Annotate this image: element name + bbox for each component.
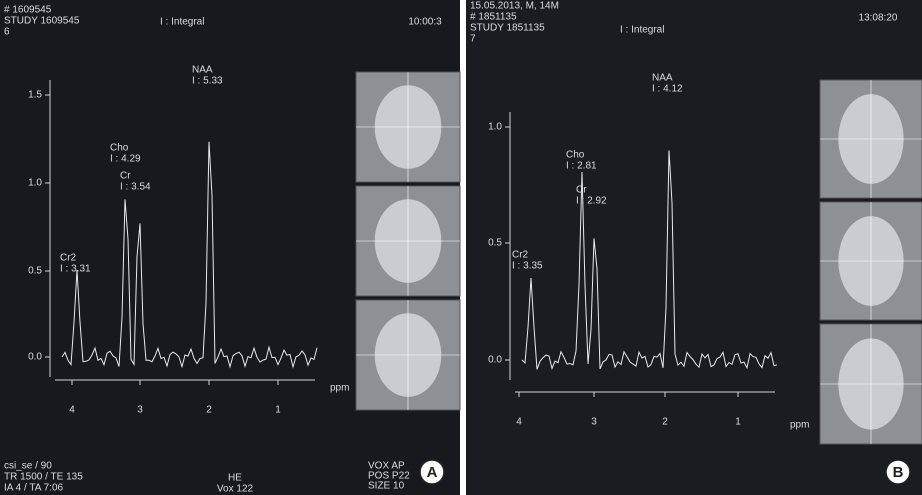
time-label: 13:08:20 xyxy=(859,13,898,24)
footer-right: SIZE 10 xyxy=(368,481,405,492)
peak-integral: I : 2.92 xyxy=(576,196,607,207)
y-tick-label: 0.0 xyxy=(488,355,502,366)
badge-letter: B xyxy=(893,464,904,481)
footer-center: Vox 122 xyxy=(217,484,254,495)
peak-name: Cr xyxy=(576,185,587,196)
y-tick-label: 0.5 xyxy=(488,238,502,249)
mode-label: I : Integral xyxy=(620,25,664,36)
footer-line: csi_se / 90 xyxy=(4,461,52,472)
header-line: STUDY 1851135 xyxy=(470,23,545,34)
badge-letter: A xyxy=(427,464,438,481)
peak-integral: I : 3.35 xyxy=(512,261,543,272)
x-unit: ppm xyxy=(790,420,809,431)
peak-integral: I : 4.29 xyxy=(110,154,141,165)
y-tick-label: 1.5 xyxy=(28,90,42,101)
header-line: 7 xyxy=(470,34,476,45)
peak-name: Cho xyxy=(566,150,585,161)
screenshot: # 1609545STUDY 16095456 I : Integral 10:00… xyxy=(0,0,922,495)
x-tick-label: 2 xyxy=(662,417,668,428)
peak-name: NAA xyxy=(652,73,673,84)
panel-badge: B xyxy=(886,460,910,484)
y-tick-label: 0.0 xyxy=(28,352,42,363)
x-unit: ppm xyxy=(330,383,349,394)
peak-integral: I : 5.33 xyxy=(192,76,223,87)
y-tick-label: 1.0 xyxy=(28,178,42,189)
peak-integral: I : 3.31 xyxy=(60,264,91,275)
y-tick-label: 0.5 xyxy=(28,266,42,277)
time-label: 10:00:3 xyxy=(408,17,442,28)
panel-badge: A xyxy=(420,460,444,484)
x-tick-label: 1 xyxy=(275,405,281,416)
footer-center: HE xyxy=(228,473,242,484)
peak-integral: I : 3.54 xyxy=(120,182,151,193)
peak-integral: I : 2.81 xyxy=(566,161,597,172)
x-tick-label: 1 xyxy=(735,417,741,428)
header-line: STUDY 1609545 xyxy=(4,16,80,27)
peak-name: Cr xyxy=(120,171,131,182)
x-tick-label: 4 xyxy=(69,405,75,416)
y-tick-label: 1.0 xyxy=(488,122,502,133)
x-tick-label: 2 xyxy=(206,405,212,416)
mode-label: I : Integral xyxy=(160,17,204,28)
footer-line: IA 4 / TA 7:06 xyxy=(4,483,64,494)
peak-name: Cr2 xyxy=(512,250,529,261)
x-tick-label: 4 xyxy=(516,417,522,428)
header-line: # 1609545 xyxy=(4,5,52,16)
footer-line: TR 1500 / TE 135 xyxy=(4,472,83,483)
peak-name: NAA xyxy=(192,65,213,76)
x-tick-label: 3 xyxy=(591,417,597,428)
peak-name: Cho xyxy=(110,143,129,154)
x-tick-label: 3 xyxy=(137,405,143,416)
header-line: 6 xyxy=(4,27,10,38)
peak-integral: I : 4.12 xyxy=(652,84,683,95)
header-line: 15.05.2013, M, 14M xyxy=(470,1,559,12)
header-line: # 1851135 xyxy=(470,12,517,23)
peak-name: Cr2 xyxy=(60,253,77,264)
